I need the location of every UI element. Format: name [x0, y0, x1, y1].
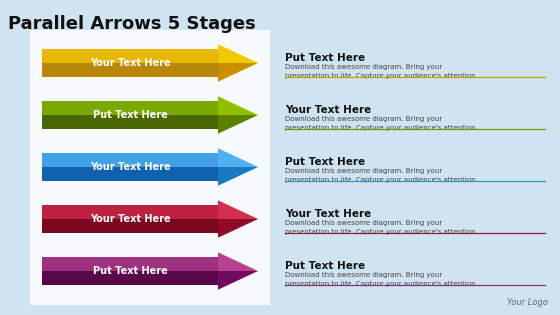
Polygon shape: [218, 200, 258, 219]
Polygon shape: [218, 167, 258, 186]
Polygon shape: [218, 44, 258, 63]
FancyBboxPatch shape: [42, 271, 218, 284]
FancyBboxPatch shape: [42, 219, 218, 232]
Text: Download this awesome diagram. Bring your
presentation to life. Capture your aud: Download this awesome diagram. Bring you…: [285, 116, 478, 131]
FancyBboxPatch shape: [42, 153, 218, 167]
Polygon shape: [218, 115, 258, 134]
Text: Put Text Here: Put Text Here: [285, 53, 365, 63]
Polygon shape: [218, 252, 258, 271]
Text: Download this awesome diagram. Bring your
presentation to life. Capture your aud: Download this awesome diagram. Bring you…: [285, 64, 478, 79]
FancyBboxPatch shape: [42, 101, 218, 115]
Text: Your Logo: Your Logo: [507, 298, 548, 307]
FancyBboxPatch shape: [42, 167, 218, 180]
FancyBboxPatch shape: [42, 257, 218, 271]
Polygon shape: [218, 271, 258, 290]
Polygon shape: [218, 148, 258, 167]
Text: Parallel Arrows 5 Stages: Parallel Arrows 5 Stages: [8, 15, 256, 33]
Text: Your Text Here: Your Text Here: [90, 58, 170, 68]
Polygon shape: [218, 96, 258, 115]
Text: Your Text Here: Your Text Here: [285, 105, 371, 115]
Text: Your Text Here: Your Text Here: [90, 162, 170, 172]
Text: Put Text Here: Put Text Here: [92, 266, 167, 276]
Polygon shape: [218, 63, 258, 82]
Text: Put Text Here: Put Text Here: [285, 157, 365, 167]
Text: Put Text Here: Put Text Here: [92, 110, 167, 120]
Text: Your Text Here: Your Text Here: [90, 214, 170, 224]
FancyBboxPatch shape: [42, 63, 218, 77]
Text: Download this awesome diagram. Bring your
presentation to life. Capture your aud: Download this awesome diagram. Bring you…: [285, 220, 478, 235]
Text: Put Text Here: Put Text Here: [285, 261, 365, 271]
FancyBboxPatch shape: [42, 49, 218, 63]
FancyBboxPatch shape: [30, 30, 270, 305]
FancyBboxPatch shape: [42, 205, 218, 219]
FancyBboxPatch shape: [42, 115, 218, 129]
Text: Download this awesome diagram. Bring your
presentation to life. Capture your aud: Download this awesome diagram. Bring you…: [285, 272, 478, 287]
Polygon shape: [218, 219, 258, 238]
Text: Your Text Here: Your Text Here: [285, 209, 371, 219]
Text: Download this awesome diagram. Bring your
presentation to life. Capture your aud: Download this awesome diagram. Bring you…: [285, 168, 478, 183]
